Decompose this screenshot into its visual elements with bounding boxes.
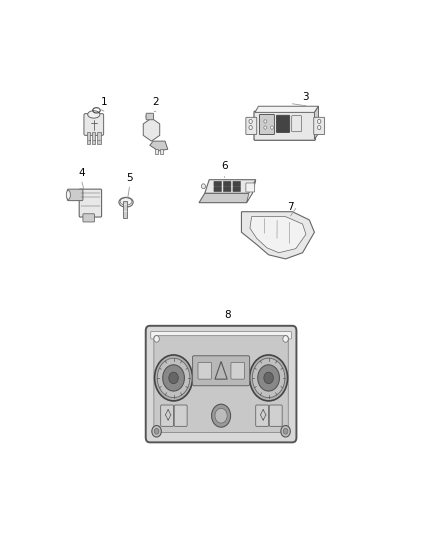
- Circle shape: [318, 119, 321, 124]
- Text: 6: 6: [221, 161, 228, 172]
- Circle shape: [283, 336, 288, 342]
- FancyBboxPatch shape: [314, 117, 325, 134]
- Circle shape: [252, 358, 285, 398]
- Circle shape: [152, 425, 161, 437]
- FancyBboxPatch shape: [233, 181, 240, 186]
- Circle shape: [264, 126, 267, 129]
- FancyBboxPatch shape: [223, 187, 231, 191]
- Ellipse shape: [88, 111, 100, 118]
- FancyBboxPatch shape: [276, 115, 290, 133]
- FancyBboxPatch shape: [292, 116, 301, 132]
- FancyBboxPatch shape: [174, 405, 187, 426]
- FancyBboxPatch shape: [223, 181, 231, 186]
- Circle shape: [212, 404, 230, 427]
- Circle shape: [201, 184, 205, 189]
- Bar: [124, 201, 127, 218]
- Bar: [160, 149, 163, 154]
- FancyBboxPatch shape: [67, 189, 83, 200]
- FancyBboxPatch shape: [256, 405, 268, 426]
- FancyBboxPatch shape: [231, 362, 244, 379]
- Polygon shape: [247, 180, 256, 203]
- FancyBboxPatch shape: [233, 187, 240, 191]
- Polygon shape: [255, 106, 318, 112]
- FancyBboxPatch shape: [84, 114, 104, 135]
- Circle shape: [250, 355, 288, 401]
- Circle shape: [249, 119, 252, 124]
- FancyBboxPatch shape: [146, 326, 297, 442]
- Circle shape: [215, 408, 227, 423]
- Polygon shape: [250, 216, 306, 253]
- Circle shape: [258, 365, 279, 391]
- Ellipse shape: [119, 197, 133, 207]
- FancyBboxPatch shape: [198, 362, 212, 379]
- FancyBboxPatch shape: [259, 115, 274, 134]
- FancyBboxPatch shape: [161, 405, 173, 426]
- FancyBboxPatch shape: [246, 117, 257, 134]
- Text: 7: 7: [287, 201, 294, 212]
- Polygon shape: [205, 180, 256, 193]
- Circle shape: [154, 429, 159, 434]
- Polygon shape: [314, 106, 318, 139]
- FancyBboxPatch shape: [193, 356, 250, 386]
- Ellipse shape: [146, 114, 154, 119]
- Circle shape: [157, 358, 190, 398]
- FancyBboxPatch shape: [254, 111, 315, 140]
- FancyBboxPatch shape: [83, 214, 95, 222]
- FancyBboxPatch shape: [246, 183, 254, 192]
- Text: 5: 5: [126, 173, 133, 183]
- Text: 8: 8: [225, 310, 231, 320]
- FancyBboxPatch shape: [151, 332, 291, 339]
- Circle shape: [264, 372, 273, 384]
- Polygon shape: [143, 118, 160, 141]
- Circle shape: [162, 365, 184, 391]
- Bar: [97, 133, 101, 144]
- FancyBboxPatch shape: [79, 189, 102, 217]
- Bar: [87, 133, 90, 144]
- FancyBboxPatch shape: [214, 187, 222, 191]
- Circle shape: [318, 126, 321, 130]
- Text: 1: 1: [101, 97, 107, 107]
- FancyBboxPatch shape: [154, 336, 288, 432]
- Circle shape: [283, 429, 288, 434]
- Ellipse shape: [66, 190, 71, 199]
- Text: 3: 3: [303, 92, 309, 102]
- Text: 2: 2: [152, 97, 159, 107]
- Circle shape: [154, 336, 159, 342]
- Polygon shape: [199, 193, 252, 203]
- Circle shape: [271, 126, 273, 129]
- Circle shape: [281, 425, 290, 437]
- FancyBboxPatch shape: [146, 113, 154, 120]
- Circle shape: [155, 355, 193, 401]
- Circle shape: [169, 372, 178, 384]
- Polygon shape: [150, 141, 168, 151]
- FancyBboxPatch shape: [214, 181, 222, 186]
- Bar: [92, 133, 95, 144]
- Polygon shape: [241, 212, 314, 259]
- Circle shape: [264, 120, 267, 123]
- Text: 4: 4: [78, 168, 85, 178]
- FancyBboxPatch shape: [269, 405, 282, 426]
- Bar: [155, 149, 158, 154]
- Circle shape: [249, 126, 252, 130]
